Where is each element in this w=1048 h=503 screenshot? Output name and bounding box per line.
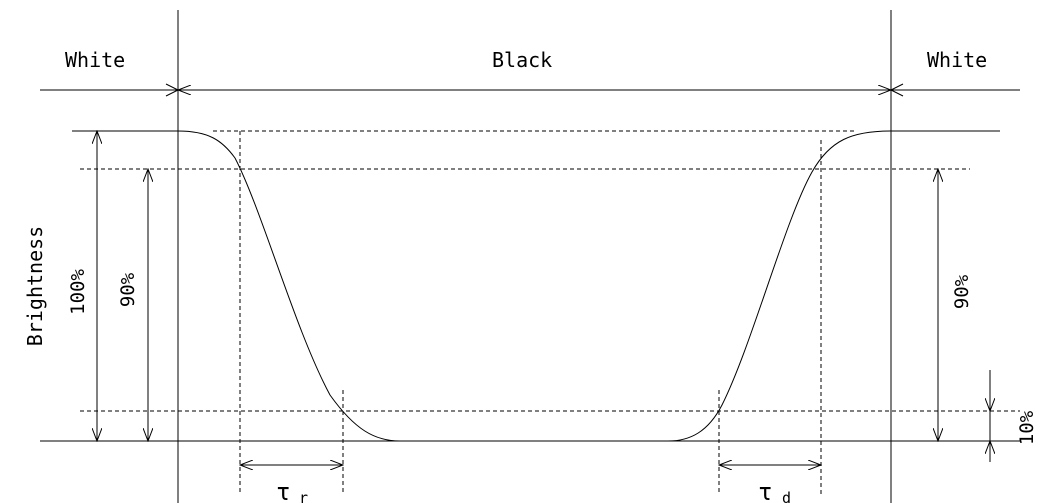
state-arrow-right-white (890, 83, 904, 91)
y-axis-label-brightness: Brightness (23, 226, 47, 346)
state-arrow-right-white-b (890, 89, 904, 97)
state-arrow-left-white-b (165, 89, 179, 97)
label-90-percent-left: 90% (117, 272, 139, 307)
label-90-percent-right: 90% (951, 274, 973, 309)
state-label-white-left: White (65, 48, 125, 72)
state-label-white-right: White (927, 48, 987, 72)
tau-d-symbol: τ (758, 478, 772, 503)
state-label-black: Black (492, 48, 552, 72)
tau-d-subscript: d (782, 489, 791, 503)
tau-r-symbol: τ (276, 478, 290, 503)
label-100-percent: 100% (67, 269, 89, 315)
state-arrow-left-white (165, 83, 179, 91)
brightness-curve (72, 130, 1000, 442)
label-10-percent: 10% (1016, 410, 1038, 445)
tau-r-subscript: r (299, 489, 308, 503)
